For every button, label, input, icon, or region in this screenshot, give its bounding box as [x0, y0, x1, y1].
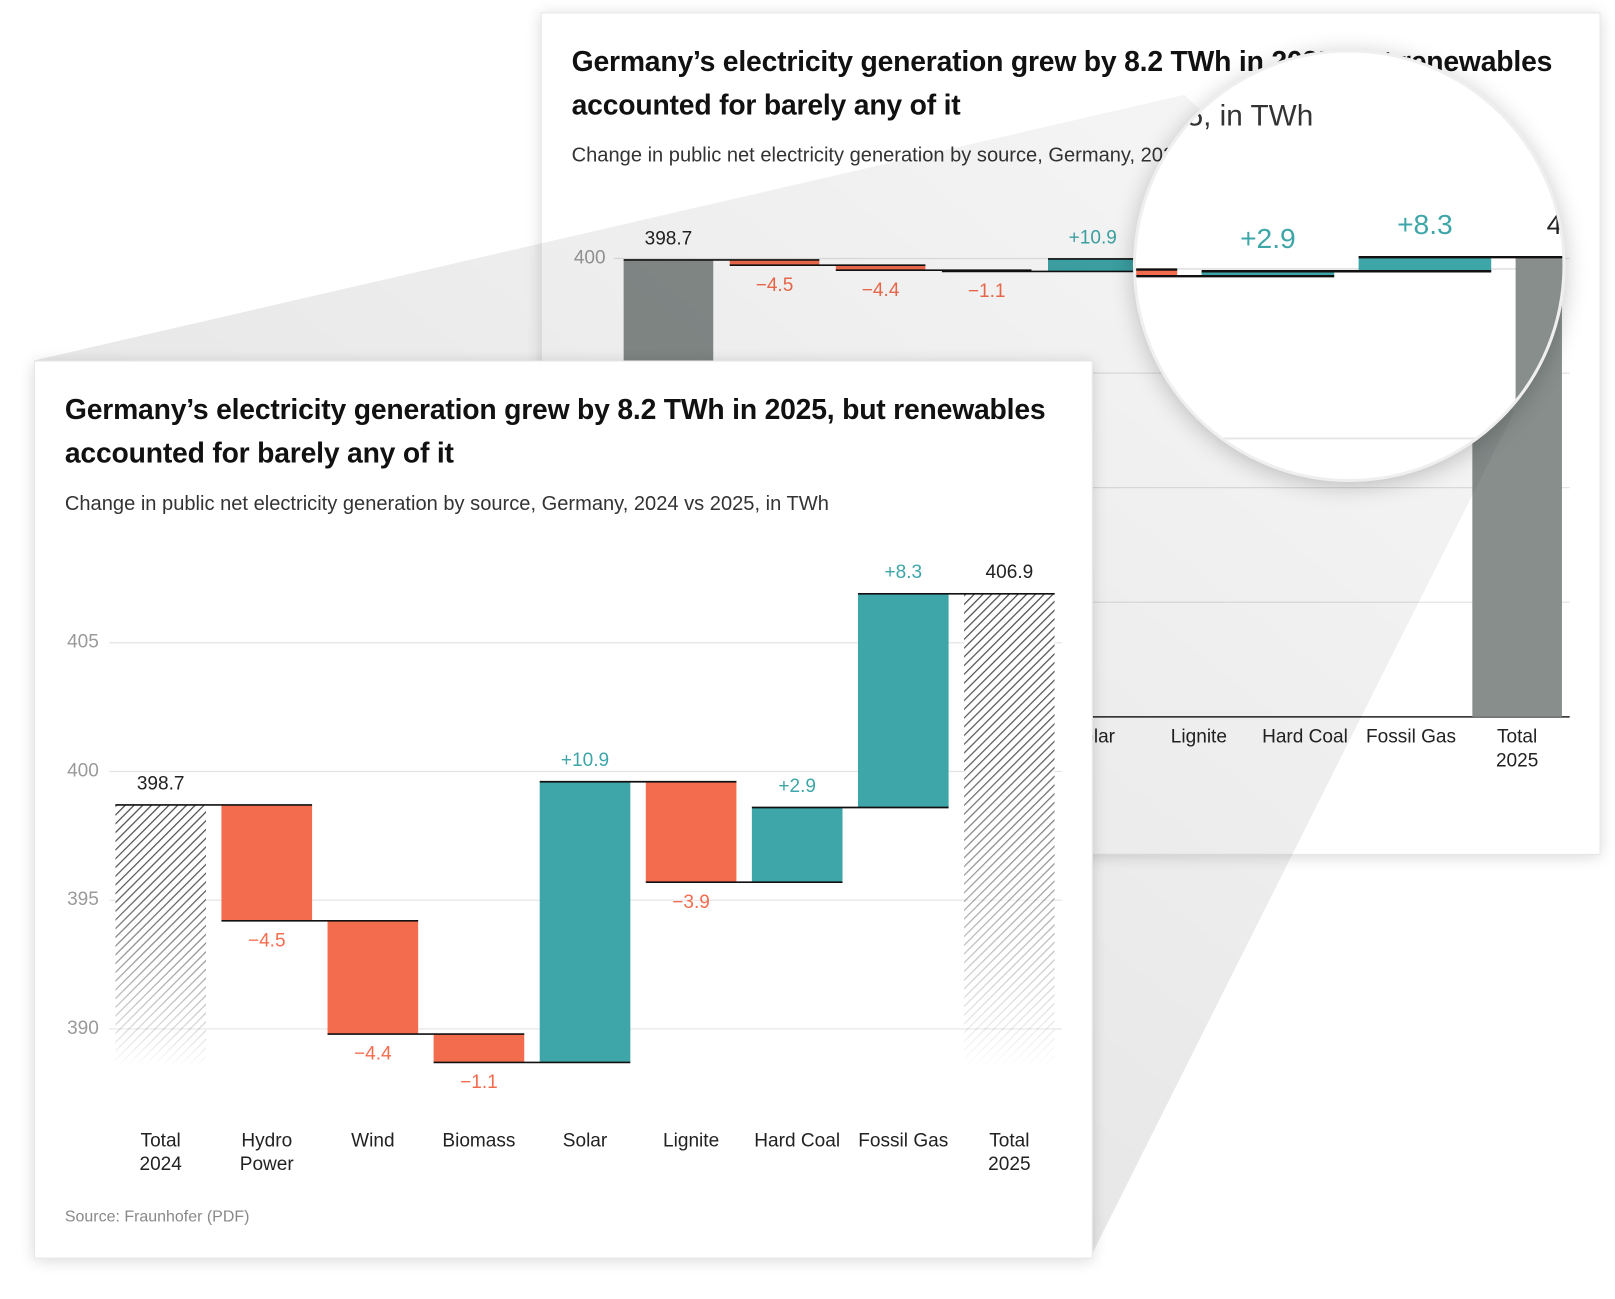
value-label: +10.9 — [561, 750, 609, 771]
chart-title: Germany’s electricity generation grew by… — [64, 393, 1046, 469]
decrease-bar — [327, 920, 419, 1035]
value-label: −3.9 — [672, 892, 710, 913]
increase-bar — [1047, 258, 1138, 272]
value-label: 406.9 — [986, 562, 1034, 583]
y-tick-label: 405 — [67, 632, 99, 653]
x-tick-label: Lignite — [1170, 725, 1227, 747]
magnifier: 0100200300400398.7−4.5−4.4−1.1+10.9−3.9+… — [1132, 49, 1566, 483]
decrease-bar — [645, 781, 737, 883]
x-tick-label: Hydro Power — [239, 1128, 294, 1175]
x-tick-label: Total 2024 — [139, 1128, 182, 1175]
value-label: +8.3 — [1397, 208, 1453, 240]
value-label: −4.5 — [756, 275, 794, 296]
value-label: 398.7 — [137, 773, 185, 794]
y-tick-label: 395 — [67, 889, 99, 910]
x-tick-label: Total 2025 — [1495, 725, 1539, 771]
x-tick-label: Lignite — [663, 1128, 720, 1151]
value-label: 406.9 — [1547, 208, 1566, 240]
connectors — [1136, 255, 1563, 278]
chart-subtitle: Change in public net electricity generat… — [1136, 99, 1314, 134]
decrease-bar — [433, 1034, 525, 1063]
value-label: +2.9 — [1240, 222, 1296, 254]
value-label: 398.7 — [645, 228, 693, 249]
value-label: −4.4 — [354, 1044, 392, 1065]
bars — [1136, 257, 1563, 479]
front-card: 390 395 400 405 398.7 −4.5 −4.4 −1.1 +10.9 −3.9 +2… — [33, 360, 1093, 1259]
x-tick-label: Total 2025 — [988, 1128, 1031, 1175]
chart-title: Germany’s electricity generation grew by… — [1136, 53, 1562, 74]
total-bar — [1515, 257, 1563, 479]
increase-bar — [539, 781, 631, 1063]
x-tick-label: Fossil Gas — [1366, 725, 1457, 747]
increase-bar — [751, 807, 843, 883]
x-tick-label: Solar — [562, 1128, 608, 1151]
bars — [115, 593, 1055, 1068]
decrease-bar — [221, 804, 313, 921]
value-label: −1.1 — [460, 1072, 498, 1093]
y-tick-label: 390 — [67, 1018, 99, 1039]
x-tick-label: Hard Coal — [1262, 725, 1348, 747]
magnified-card: 0100200300400398.7−4.5−4.4−1.1+10.9−3.9+… — [1136, 52, 1566, 479]
value-label: +2.9 — [778, 776, 816, 797]
total-bar — [964, 593, 1055, 1068]
chart-subtitle: Change in public net electricity generat… — [64, 492, 829, 515]
increase-bar — [1358, 257, 1492, 272]
source: Source: Fraunhofer (PDF) — [64, 1208, 250, 1226]
value-label: −4.5 — [248, 930, 286, 951]
value-label: +10.9 — [1069, 227, 1117, 248]
x-tick-label: Wind — [351, 1128, 395, 1151]
x-tick-label: Biomass — [442, 1128, 516, 1151]
value-label: +8.3 — [884, 562, 922, 583]
x-tick-label: Fossil Gas — [858, 1128, 949, 1151]
y-tick-label: 400 — [574, 248, 606, 269]
value-label: −1.1 — [968, 281, 1006, 302]
total-bar — [115, 804, 206, 1068]
x-tick-label: Hard Coal — [754, 1128, 841, 1151]
increase-bar — [857, 593, 949, 808]
value-label: −4.4 — [862, 280, 900, 301]
y-tick-label: 400 — [67, 760, 99, 781]
